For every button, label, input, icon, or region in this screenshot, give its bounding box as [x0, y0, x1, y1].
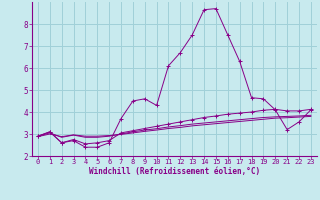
- X-axis label: Windchill (Refroidissement éolien,°C): Windchill (Refroidissement éolien,°C): [89, 167, 260, 176]
